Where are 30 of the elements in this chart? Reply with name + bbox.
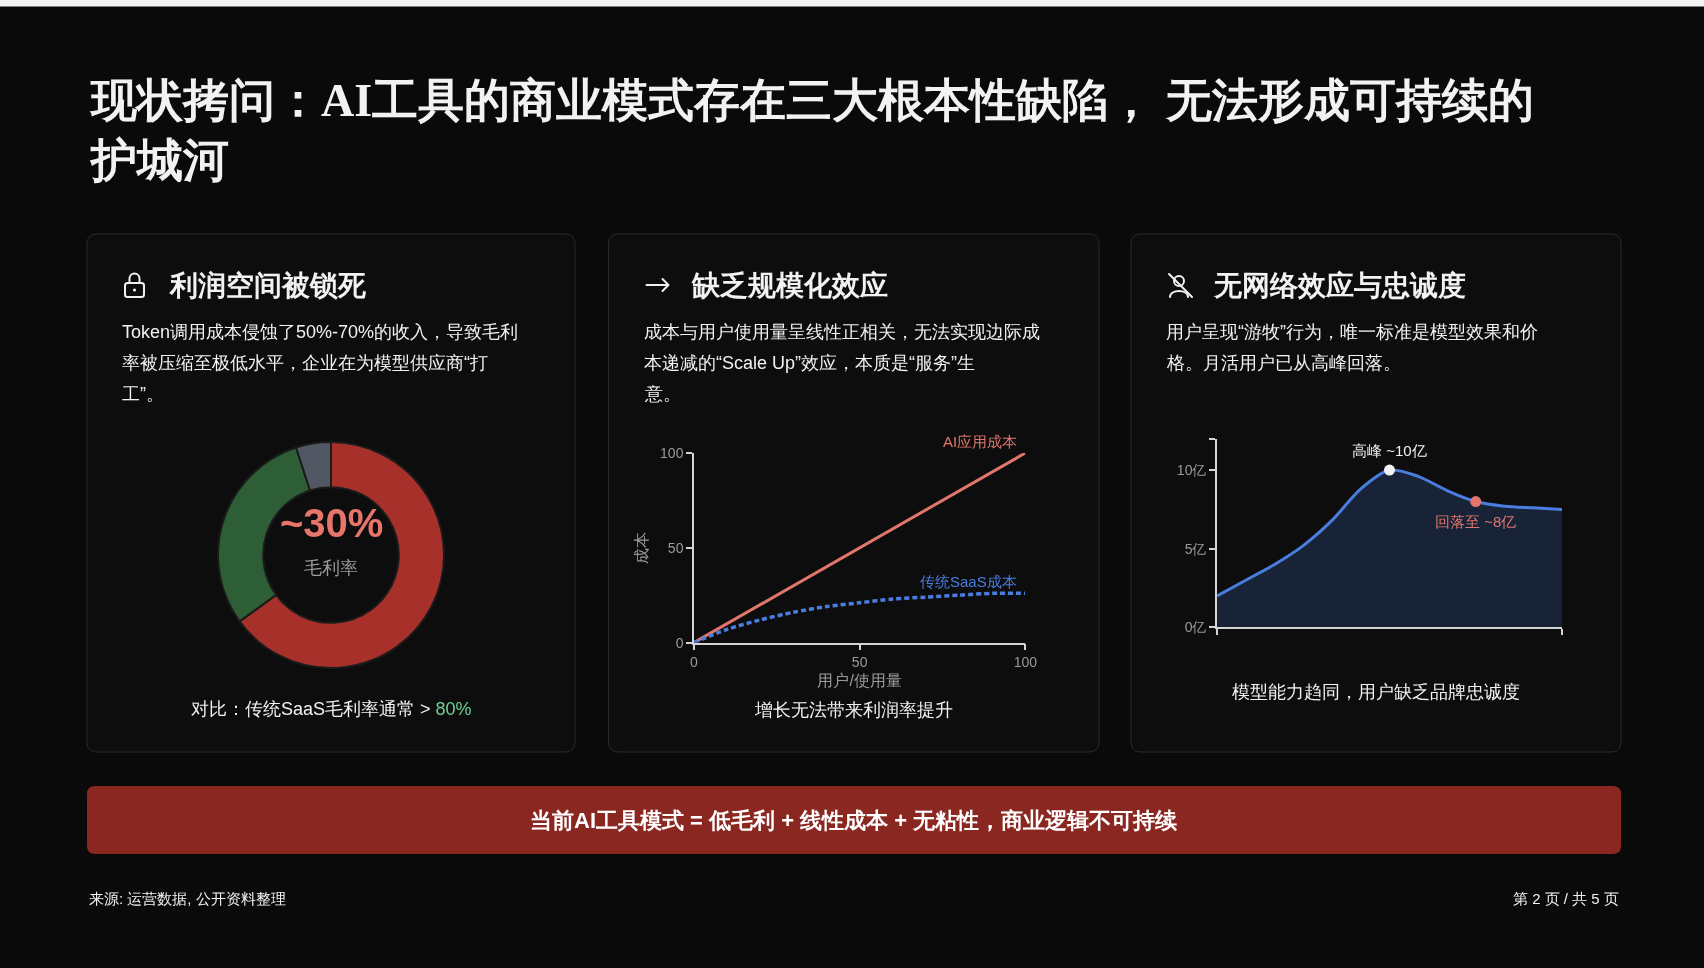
text: 毛利率 (304, 558, 358, 578)
series-label: AI应用成本 (943, 433, 1018, 450)
x-axis-title: 用户/使用量 (817, 672, 902, 690)
text: ~30% (280, 501, 384, 545)
chart-title: 利润空间被锁死 (169, 270, 367, 301)
x-tick-label: 100 (1013, 654, 1038, 671)
y-axis-title: 成本 (633, 531, 651, 564)
text: 模型能力趋同，用户缺乏品牌忠诚度 (1232, 682, 1520, 702)
chart-subtitle: 成本与用户使用量呈线性正相关，无法实现边际成本递减的“Scale Up”效应，本质是“服务”生意。 (644, 322, 1040, 404)
text: 对比：传统SaaS毛利率通常 > 80% (191, 699, 472, 719)
y-tick-label: 50 (667, 539, 684, 556)
text: 现状拷问：AI工具的商业模式存在三大根本性缺陷， 无法形成可持续的护城河 (89, 75, 1534, 186)
y-tick-label: 100 (660, 444, 684, 461)
series-label: 传统SaaS成本 (920, 573, 1017, 590)
y-tick-label: 0 (675, 634, 684, 651)
text: 增长无法带来利润率提升 (754, 700, 953, 720)
text: 当前AI工具模式 = 低毛利 + 线性成本 + 无粘性，商业逻辑不可持续 (530, 808, 1178, 833)
text: 第 2 页 / 共 5 页 (1513, 890, 1619, 907)
data-label: 高峰 ~10亿 (1352, 442, 1427, 459)
chart-subtitle: Token调用成本侵蚀了50%-70%的收入，导致毛利率被压缩至极低水平，企业在为模型供应商“打工”。 (122, 322, 519, 404)
chart-subtitle: 用户呈现“游牧”行为，唯一标准是模型效果和价格。月活用户已从高峰回落。 (1166, 322, 1538, 373)
x-tick-label: 50 (851, 654, 868, 671)
chart-title: 无网络效应与忠诚度 (1213, 270, 1466, 301)
chart-title: 缺乏规模化效应 (691, 270, 888, 301)
y-tick-label: 0亿 (1184, 619, 1207, 636)
y-tick-label: 5亿 (1184, 540, 1207, 557)
source-note: 来源: 运营数据, 公开资料整理 (89, 890, 286, 907)
x-tick-label: 0 (690, 654, 699, 671)
data-label: 回落至 ~8亿 (1435, 513, 1517, 530)
y-tick-label: 10亿 (1176, 461, 1207, 478)
